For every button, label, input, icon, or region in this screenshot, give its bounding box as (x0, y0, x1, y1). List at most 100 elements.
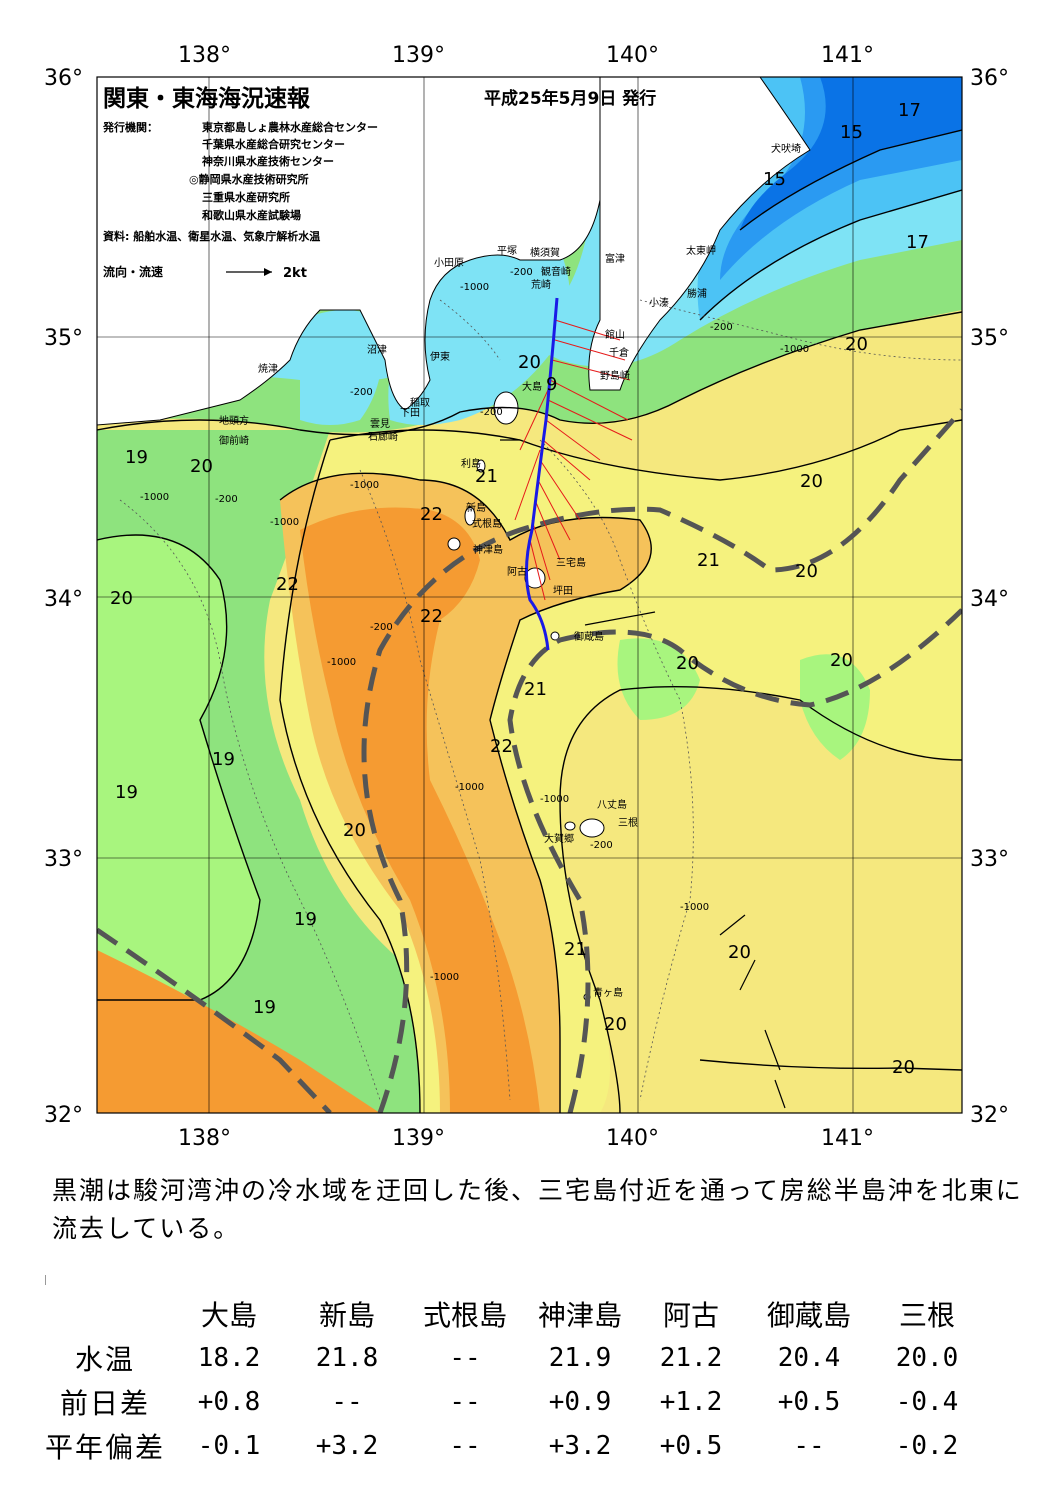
depth-1000-north (639, 299, 962, 361)
sst-18c-sagami (388, 250, 570, 425)
sst-18c-suruga (300, 310, 383, 425)
table-row: 水温 18.2 21.8 -- 21.9 21.2 20.4 20.0 (40, 1336, 982, 1380)
lon-label-top: 139° (392, 43, 445, 68)
depth-label: -1000 (350, 480, 379, 491)
kuroshio-description: 黒潮は駿河湾沖の冷水域を迂回した後、三宅島付近を通って房総半島沖を北東に流去して… (52, 1176, 1023, 1243)
table-cell: +3.2 (548, 1431, 612, 1461)
isotherm-label: 21 (524, 679, 547, 700)
current-arrows (514, 319, 633, 601)
data-source: 資料: 船舶水温、衛星水温、気象庁解析水温 (103, 229, 320, 243)
isotherm-label: 19 (212, 749, 235, 770)
isotherm-21-west (279, 439, 421, 1113)
place-jitokata: 地頭方 (219, 414, 249, 427)
depth-label: -200 (590, 840, 613, 851)
depth-label: -1000 (780, 344, 809, 355)
depth-label: -200 (215, 494, 238, 505)
table-cell: +1.2 (659, 1387, 723, 1417)
station-header: 式根島 (422, 1299, 507, 1332)
place-omaezaki: 御前崎 (219, 434, 249, 447)
isotherm-label: 20 (343, 820, 366, 841)
isotherm-label: 19 (294, 909, 317, 930)
depth-1000-east (539, 439, 694, 1101)
sst-23c-southwest (97, 950, 380, 1113)
issuer-item: 和歌山県水産試験場 (202, 208, 301, 222)
isotherm-21-east (559, 685, 962, 1113)
kuroshio-branch-axis (507, 608, 962, 1113)
place-numazu: 沼津 (367, 343, 387, 356)
isotherm-label: 19 (253, 997, 276, 1018)
place-tateyama: 館山 (605, 328, 625, 341)
isotherm-label: 21 (697, 550, 720, 571)
table-cell: +3.2 (315, 1431, 379, 1461)
place-okago: 大賀郷 (544, 832, 574, 845)
table-cell: -- (331, 1387, 363, 1417)
depth-label: -1000 (455, 782, 484, 793)
isotherm-label: 19 (115, 782, 138, 803)
depth-contours (119, 299, 962, 1101)
isotherm-label: 17 (898, 100, 921, 121)
depth-label: -200 (480, 407, 503, 418)
isotherm-label: 17 (906, 232, 929, 253)
sst-15c (740, 77, 962, 230)
table-cell: +0.8 (197, 1387, 261, 1417)
table-cell: +0.5 (777, 1387, 841, 1417)
place-hachijojima: 八丈島 (597, 798, 627, 811)
place-mikurajima: 御蔵島 (574, 630, 604, 643)
place-yokosuka: 横須賀 (530, 246, 560, 259)
lat-label-right: 33° (970, 847, 1009, 872)
table-cell: 20.4 (777, 1343, 841, 1373)
depth-label: -1000 (140, 492, 169, 503)
sea-condition-map: 15 15 17 17 20 20 20 20 20 20 20 20 20 2… (44, 43, 1009, 1151)
table-row: 前日差 +0.8 -- -- +0.9 +1.2 +0.5 -0.4 (40, 1380, 982, 1424)
issuer-item: 神奈川県水産技術センター (202, 154, 334, 168)
place-oshima: 大島 (522, 380, 542, 393)
row-label: 前日差 (59, 1387, 150, 1420)
place-hiratsuka: 平塚 (497, 245, 517, 257)
place-tsuboda: 坪田 (553, 584, 573, 597)
depth-1000-west (119, 499, 381, 1101)
lat-label-left: 32° (44, 1103, 83, 1128)
isotherm-20-north (97, 311, 962, 436)
table-cell: 18.2 (197, 1343, 261, 1373)
isotherm-label: 21 (564, 939, 587, 960)
isotherm-label: 20 (604, 1014, 627, 1035)
isotherm-label: 9 (546, 374, 557, 395)
map-canvas: 15 15 17 17 20 20 20 20 20 20 20 20 20 2… (44, 43, 1009, 1151)
station-header: 三根 (898, 1299, 955, 1332)
miyakejima-island (524, 567, 546, 589)
table-cell: 21.9 (548, 1343, 612, 1373)
toshima-island (476, 459, 486, 473)
depth-label: -1000 (680, 902, 709, 913)
place-arasaki: 荒崎 (531, 278, 551, 291)
kuroshio-southwest-axis (97, 927, 332, 1113)
lat-label-right: 32° (970, 1103, 1009, 1128)
place-shikinejima: 式根島 (472, 517, 502, 530)
table-cell: 21.2 (659, 1343, 723, 1373)
table-cell: -0.1 (197, 1431, 261, 1461)
lat-label-right: 35° (970, 326, 1009, 351)
mikurajima-island (550, 631, 560, 641)
table-row: 平年偏差 -0.1 +3.2 -- +3.2 +0.5 -- -0.2 (40, 1424, 982, 1468)
issuer-item: 千葉県水産総合研究センター (202, 137, 345, 151)
isotherm-19-west (97, 534, 261, 1001)
sst-18c-west (97, 535, 260, 1000)
lon-label-bottom: 139° (392, 1126, 445, 1150)
isotherm-label: 20 (728, 942, 751, 963)
isotherm-label: 22 (420, 606, 443, 627)
sst-23c (300, 507, 540, 1113)
station-header: 御蔵島 (766, 1299, 851, 1332)
place-ito: 伊東 (430, 350, 450, 363)
depth-label: -200 (350, 387, 373, 398)
lon-label-bottom: 138° (178, 1126, 231, 1150)
isotherm-label: 20 (845, 334, 868, 355)
isotherm-17 (699, 189, 962, 321)
flow-legend-speed: 2kt (283, 266, 307, 281)
table-cell: 20.0 (895, 1343, 959, 1373)
isotherm-20-south (699, 1059, 962, 1071)
depth-label: -1000 (540, 794, 569, 805)
kuroshio-axis (97, 408, 962, 1113)
arrow-head-icon (264, 268, 272, 276)
depth-label: -200 (710, 322, 733, 333)
place-nojimazaki: 野島崎 (600, 369, 630, 382)
isotherm-21-north (329, 419, 962, 481)
